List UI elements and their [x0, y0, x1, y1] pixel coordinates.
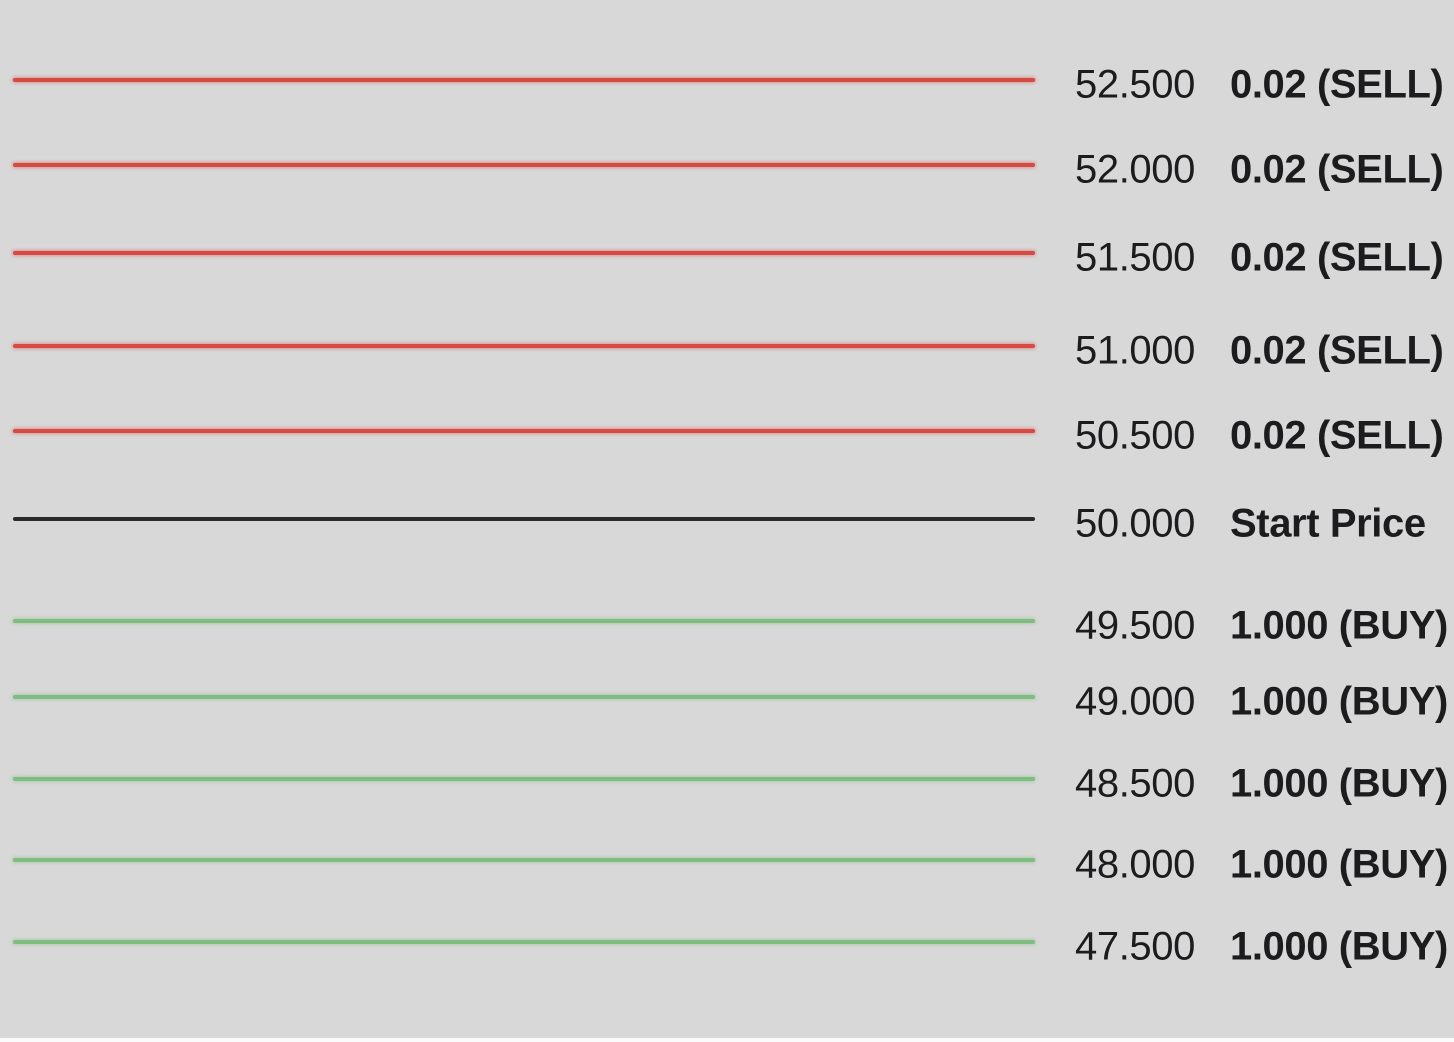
price-label: 49.000 [1075, 679, 1195, 724]
price-level-line [13, 695, 1035, 699]
price-level-line [13, 777, 1035, 781]
price-level-line [13, 940, 1035, 944]
price-label: 49.500 [1075, 603, 1195, 648]
price-label: 51.000 [1075, 328, 1195, 373]
quantity-label: 1.000 (BUY) [1230, 679, 1448, 724]
quantity-label: 1.000 (BUY) [1230, 924, 1448, 969]
price-level-line [13, 429, 1035, 433]
quantity-label: 1.000 (BUY) [1230, 603, 1448, 648]
price-label: 48.000 [1075, 842, 1195, 887]
price-level-line [13, 163, 1035, 167]
quantity-label: Start Price [1230, 501, 1426, 546]
price-label: 48.500 [1075, 761, 1195, 806]
quantity-label: 0.02 (SELL) [1230, 62, 1444, 107]
price-level-line [13, 517, 1035, 521]
price-label: 47.500 [1075, 924, 1195, 969]
quantity-label: 0.02 (SELL) [1230, 413, 1444, 458]
quantity-label: 0.02 (SELL) [1230, 147, 1444, 192]
quantity-label: 0.02 (SELL) [1230, 235, 1444, 280]
price-label: 50.000 [1075, 501, 1195, 546]
quantity-label: 0.02 (SELL) [1230, 328, 1444, 373]
price-level-line [13, 344, 1035, 348]
quantity-label: 1.000 (BUY) [1230, 842, 1448, 887]
quantity-label: 1.000 (BUY) [1230, 761, 1448, 806]
bottom-edge-strip [0, 1038, 1454, 1042]
price-label: 52.000 [1075, 147, 1195, 192]
price-label: 51.500 [1075, 235, 1195, 280]
price-level-line [13, 251, 1035, 255]
price-level-line [13, 619, 1035, 623]
price-label: 50.500 [1075, 413, 1195, 458]
price-label: 52.500 [1075, 62, 1195, 107]
price-level-line [13, 78, 1035, 82]
price-level-line [13, 858, 1035, 862]
